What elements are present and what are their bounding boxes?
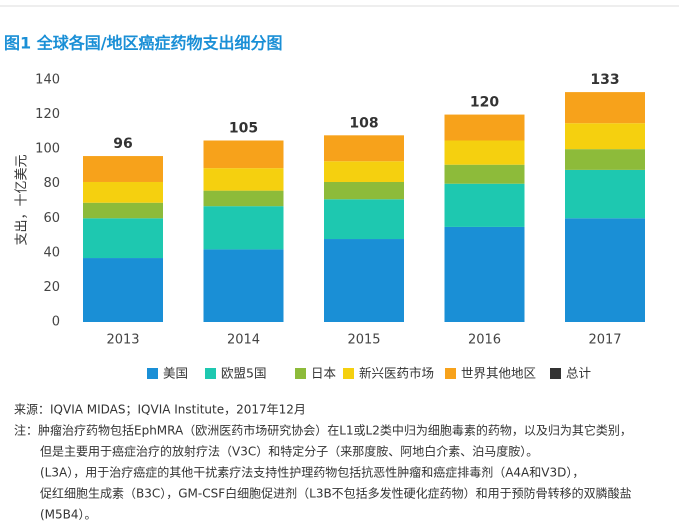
bar-segment: [324, 199, 404, 240]
y-tick-label: 0: [52, 315, 60, 330]
bar-segment: [203, 168, 284, 191]
legend-swatch: [147, 368, 158, 379]
legend-label: 世界其他地区: [461, 366, 536, 381]
legend-swatch: [445, 368, 456, 379]
x-tick-label: 2013: [106, 333, 139, 348]
x-tick-label: 2014: [227, 333, 260, 348]
y-tick-label: 100: [35, 142, 60, 157]
bar-segment: [324, 135, 404, 162]
y-tick-label: 60: [43, 211, 60, 226]
y-tick-label: 40: [43, 245, 60, 260]
total-label: 96: [113, 136, 132, 152]
x-tick-label: 2017: [588, 333, 621, 348]
bar-segment: [444, 183, 525, 227]
bar-segment: [83, 156, 163, 182]
bar-segment: [565, 218, 645, 322]
total-label: 120: [470, 95, 499, 111]
legend-label: 新兴医药市场: [359, 366, 434, 381]
bar-segment: [444, 226, 525, 322]
bar-segment: [565, 92, 645, 124]
total-label: 108: [349, 115, 378, 131]
legend-label: 总计: [566, 366, 591, 381]
note-line: 肿瘤治疗药物包括EphMRA（欧洲医药市场研究协会）在L1或L2类中归为细胞毒素…: [38, 423, 632, 438]
legend-label: 欧盟5国: [221, 366, 266, 381]
source: 来源：IQVIA MIDAS；IQVIA Institute，2017年12月: [14, 403, 306, 417]
bar-segment: [565, 123, 645, 150]
bar-segment: [83, 258, 163, 322]
note-line: 但是主要用于癌症治疗的放射疗法（V3C）和特定分子（来那度胺、阿地白介素、泊马度…: [40, 444, 538, 459]
note-label: 注：: [14, 423, 38, 438]
legend-label: 美国: [163, 366, 188, 381]
legend-swatch: [205, 368, 216, 379]
legend-swatch: [295, 368, 306, 379]
legend-swatch: [550, 368, 561, 379]
y-tick-label: 120: [35, 107, 60, 122]
bar-segment: [444, 164, 525, 184]
y-tick-label: 80: [43, 176, 60, 191]
bar-segment: [565, 149, 645, 170]
bar-segment: [444, 140, 525, 165]
note-line: (M5B4）。: [40, 508, 97, 522]
x-tick-label: 2016: [468, 333, 501, 348]
bar-segment: [203, 206, 284, 250]
bar-segment: [565, 169, 645, 219]
bar-segment: [203, 190, 284, 207]
y-axis-label: 支出，十亿美元: [15, 154, 30, 245]
bar-segment: [203, 249, 284, 322]
legend-label: 日本: [311, 366, 337, 381]
total-label: 105: [229, 121, 258, 137]
bar-segment: [83, 181, 163, 203]
note-line: (L3A），用于治疗癌症的其他干扰素疗法支持性护理药物包括抗恶性肿瘤和癌症排毒剂…: [40, 465, 584, 480]
total-label: 133: [590, 72, 619, 88]
bar-segment: [83, 218, 163, 259]
bar-segment: [203, 140, 284, 169]
y-tick-label: 140: [35, 73, 60, 88]
bar-segment: [324, 161, 404, 182]
bar-segment: [324, 239, 404, 322]
x-tick-label: 2015: [347, 333, 380, 348]
bar-segment: [324, 181, 404, 200]
y-tick-label: 20: [43, 280, 60, 295]
note-line: 促红细胞生成素（B3C），GM-CSF白细胞促进剂（L3B不包括多发性硬化症药物…: [40, 486, 632, 501]
legend-swatch: [343, 368, 354, 379]
bar-segment: [444, 114, 525, 141]
chart-title: 图1 全球各国/地区癌症药物支出细分图: [4, 34, 283, 53]
bar-segment: [83, 202, 163, 219]
